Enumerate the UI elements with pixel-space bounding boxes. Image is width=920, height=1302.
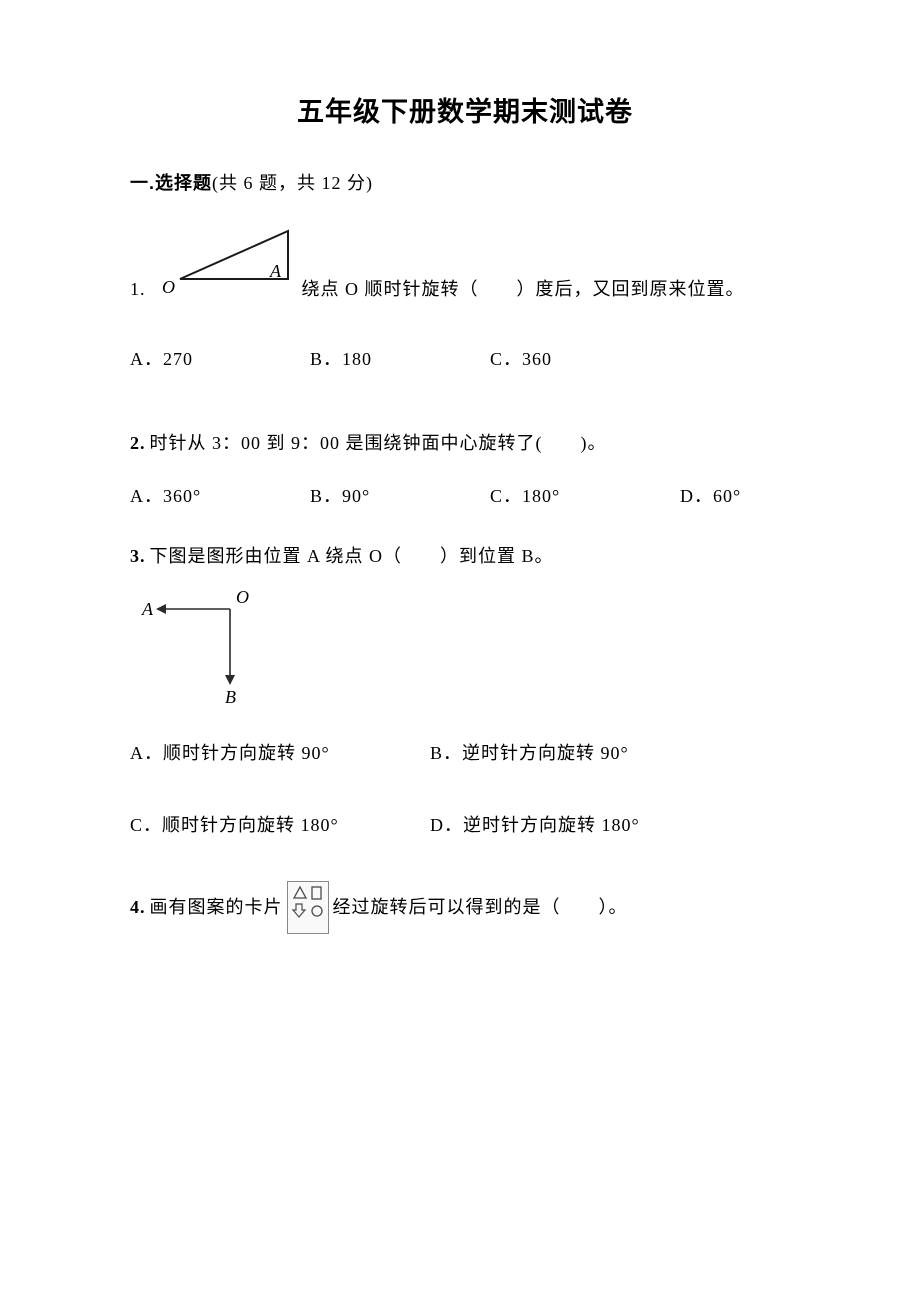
q3-option-a: A．顺时针方向旋转 90° [130,736,430,770]
svg-text:B: B [225,687,237,705]
question-1-number: 1. [130,272,146,306]
question-3: 3.下图是图形由位置 A 绕点 O（ ）到位置 B。 A O B A．顺时针方向旋转… [130,539,800,843]
q3-option-c: C．顺时针方向旋转 180° [130,808,430,842]
question-2-options: A．360° B．90° C．180° D．60° [130,479,800,513]
arrow-figure: A O B [138,585,800,716]
question-4-text-before: 画有图案的卡片 [150,890,283,924]
question-2-number: 2. [130,433,146,453]
q2-option-d: D．60° [680,479,800,513]
q3-option-d: D．逆时针方向旋转 180° [430,808,730,842]
question-4-number: 4. [130,890,146,924]
section-1-label: 一.选择题 [130,173,212,193]
svg-text:A: A [269,261,282,281]
page-title: 五年级下册数学期末测试卷 [130,90,800,129]
q1-option-a: A．270 [130,342,310,376]
question-2-text: 时针从 3：00 到 9：00 是围绕钟面中心旋转了( )。 [150,433,607,453]
question-3-options-row2: C．顺时针方向旋转 180° D．逆时针方向旋转 180° [130,808,800,842]
q3-option-b: B．逆时针方向旋转 90° [430,736,730,770]
arrow-svg: A O B [138,585,268,705]
q1-option-b: B．180 [310,342,490,376]
svg-text:A: A [141,599,154,619]
question-2: 2.时针从 3：00 到 9：00 是围绕钟面中心旋转了( )。 A．360° … [130,426,800,512]
question-1-options: A．270 B．180 C．360 [130,342,800,376]
question-3-options-row1: A．顺时针方向旋转 90° B．逆时针方向旋转 90° [130,736,800,770]
exam-page: 五年级下册数学期末测试卷 一.选择题(共 6 题，共 12 分) 1. AO 绕… [0,0,920,1302]
q2-option-b: B．90° [310,479,490,513]
card-svg [288,882,328,922]
triangle-figure: AO [156,223,296,306]
q2-option-c: C．180° [490,479,680,513]
svg-text:O: O [236,587,250,607]
triangle-svg: AO [156,223,296,295]
question-1: 1. AO 绕点 O 顺时针旋转（ ）度后，又回到原来位置。 A．270 B．1… [130,223,800,376]
card-figure [287,881,329,934]
svg-text:O: O [162,277,176,295]
question-3-number: 3. [130,546,146,566]
q1-option-c: C．360 [490,342,680,376]
question-4-text-after: 经过旋转后可以得到的是（ ）。 [333,890,628,924]
question-1-text: 绕点 O 顺时针旋转（ ）度后，又回到原来位置。 [302,272,745,306]
question-3-text: 下图是图形由位置 A 绕点 O（ ）到位置 B。 [150,546,554,566]
question-4: 4. 画有图案的卡片 经过旋转后可以得到的是（ ）。 [130,881,800,934]
q2-option-a: A．360° [130,479,310,513]
section-1-header: 一.选择题(共 6 题，共 12 分) [130,169,800,195]
section-1-info: (共 6 题，共 12 分) [212,173,373,193]
question-1-row: 1. AO 绕点 O 顺时针旋转（ ）度后，又回到原来位置。 [130,223,800,306]
